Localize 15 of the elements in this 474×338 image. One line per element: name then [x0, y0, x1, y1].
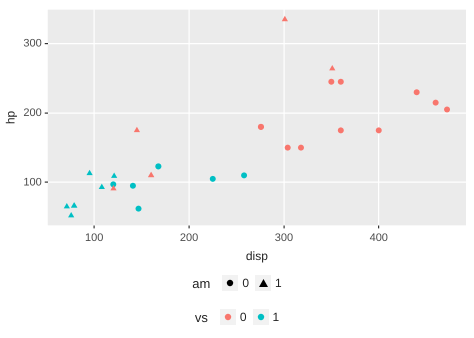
- x-tick-label: 400: [370, 232, 388, 244]
- y-tick-label: 200: [23, 107, 42, 120]
- x-tick-label: 100: [85, 232, 104, 244]
- y-tick-label: 100: [23, 176, 42, 188]
- legend-label: 1: [272, 309, 280, 325]
- x-axis-title: disp: [246, 249, 268, 264]
- x-tick-label: 300: [274, 232, 294, 244]
- y-tick-label: 300: [23, 38, 42, 50]
- x-tick-label: 200: [180, 232, 198, 244]
- text: am: [192, 276, 210, 290]
- text: 1: [274, 275, 282, 291]
- legend-label: 0: [238, 309, 246, 325]
- y-axis-title: hp: [4, 110, 18, 124]
- legend-title: vs: [194, 310, 208, 324]
- text: 0: [241, 275, 250, 291]
